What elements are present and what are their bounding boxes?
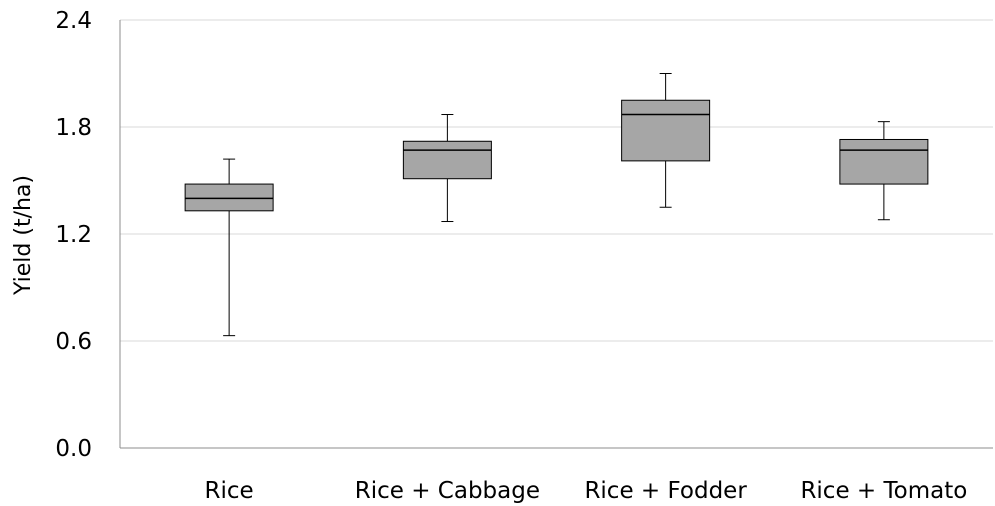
interquartile-box: [184, 183, 274, 212]
y-tick-label: 0.0: [55, 436, 92, 462]
interquartile-box: [402, 140, 492, 180]
x-category-label: Rice + Tomato: [800, 478, 967, 504]
y-tick-label: 1.2: [55, 222, 92, 248]
y-axis-title: Yield (t/ha): [11, 175, 36, 296]
y-tick-label: 0.6: [55, 329, 92, 355]
x-axis-categories: Rice Rice + Cabbage Rice + Fodder Rice + To…: [205, 478, 968, 504]
box-2: [621, 73, 711, 208]
box-1: [402, 114, 492, 223]
box-3: [839, 121, 929, 221]
x-category-label: Rice + Fodder: [584, 478, 747, 504]
interquartile-box: [839, 138, 929, 185]
box-0: [184, 158, 274, 337]
y-axis-ticks: 0.0 0.6 1.2 1.8 2.4: [55, 8, 92, 462]
box-series: [184, 73, 929, 337]
y-tick-label: 1.8: [55, 115, 92, 141]
y-tick-label: 2.4: [55, 8, 92, 34]
x-category-label: Rice + Cabbage: [355, 478, 540, 504]
x-category-label: Rice: [205, 478, 254, 504]
plot-frame: [119, 19, 993, 449]
gridlines: [120, 126, 993, 342]
interquartile-box: [621, 99, 711, 162]
